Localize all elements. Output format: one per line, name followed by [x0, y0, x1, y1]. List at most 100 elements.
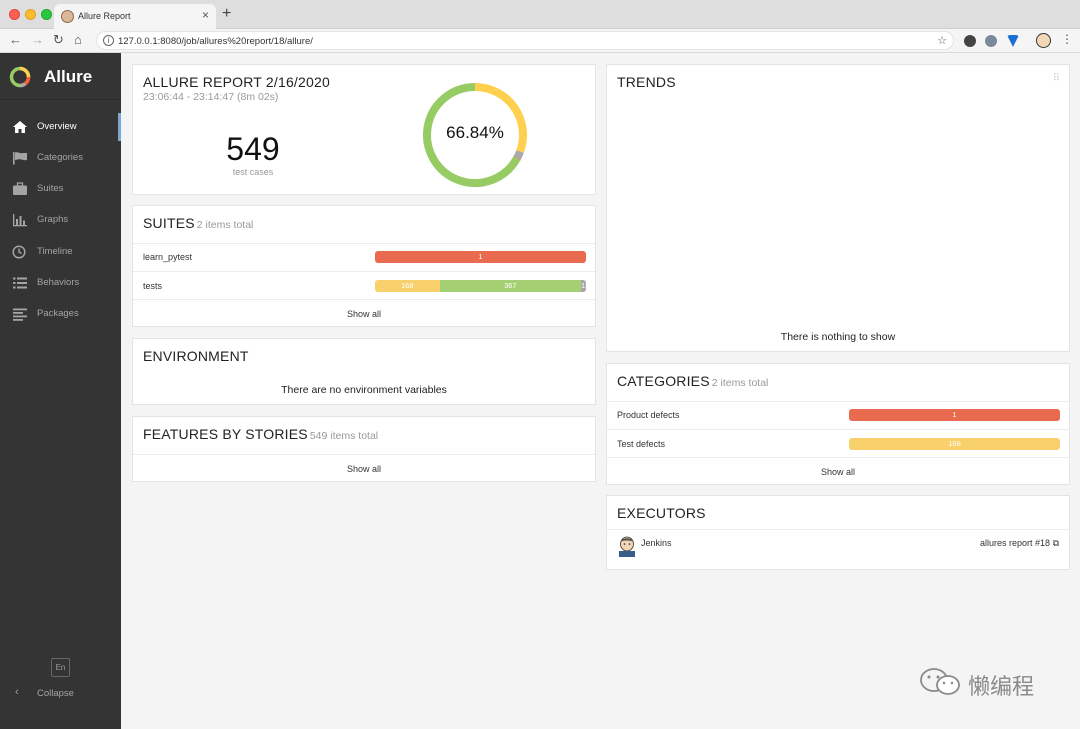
flag-icon	[13, 152, 27, 165]
donut-slice-broken[interactable]	[474, 83, 527, 153]
trend-empty-message: There is nothing to show	[780, 331, 896, 343]
drag-handle-icon[interactable]: ⠿	[1052, 73, 1060, 84]
category-status-bar[interactable]: 1	[849, 409, 1060, 421]
external-link-icon: ⧉	[1052, 538, 1059, 548]
suite-status-bar[interactable]: 16836713	[375, 280, 586, 292]
divider	[133, 243, 595, 244]
donut-slice-skipped[interactable]	[513, 150, 524, 160]
category-row-name[interactable]: Product defects	[617, 410, 680, 420]
bar-segment[interactable]: 367	[439, 280, 581, 292]
bar-segment[interactable]: 168	[375, 280, 440, 292]
suite-row-name[interactable]: learn_pytest	[143, 252, 193, 262]
briefcase-icon	[13, 182, 27, 195]
reload-icon[interactable]: ↻	[53, 32, 64, 47]
allure-logo-icon	[9, 66, 31, 88]
features-show-all-link[interactable]: Show all	[346, 464, 382, 474]
watermark: 懒编程	[918, 665, 1048, 700]
sidebar-item-label: Behaviors	[37, 277, 80, 288]
align-left-icon	[13, 308, 27, 321]
categories-subtitle: 2 items total	[711, 377, 769, 389]
url-text[interactable]: 127.0.0.1:8080/job/allures%20report/18/a…	[118, 36, 313, 47]
browser-toolbar: ← → ↻ ⌂ i 127.0.0.1:8080/job/allures%20r…	[0, 29, 1080, 53]
suites-subtitle: 2 items total	[196, 219, 254, 231]
star-icon[interactable]: ☆	[937, 35, 947, 47]
environment-title: ENVIRONMENT	[143, 348, 249, 364]
features-subtitle: 549 items total	[309, 430, 379, 442]
sidebar-item-suites[interactable]: Suites	[0, 175, 121, 203]
tab-title: Allure Report	[78, 11, 131, 21]
extension-icon[interactable]	[964, 35, 976, 47]
sidebar-item-label: Packages	[37, 308, 79, 319]
suite-status-bar[interactable]: 1	[375, 251, 586, 263]
main-content: ALLURE REPORT 2/16/2020 23:06:44 - 23:14…	[121, 53, 1080, 729]
categories-show-all-link[interactable]: Show all	[820, 467, 856, 477]
test-case-count: 549	[226, 131, 280, 167]
donut-slice-passed[interactable]	[423, 83, 521, 187]
watermark-text: 懒编程	[968, 675, 1035, 700]
divider	[133, 271, 595, 272]
status-donut-chart[interactable]	[419, 79, 531, 191]
brand-name: Allure	[44, 67, 93, 86]
vue-devtools-icon[interactable]	[1007, 35, 1019, 47]
divider	[607, 457, 1069, 458]
executors-title: EXECUTORS	[617, 505, 706, 521]
category-status-bar[interactable]: 168	[849, 438, 1060, 450]
wechat-logo-icon	[920, 668, 960, 695]
brand[interactable]: Allure	[0, 53, 121, 100]
collapse-button[interactable]: ‹ Collapse	[0, 683, 121, 703]
info-icon[interactable]: i	[103, 35, 114, 46]
trend-title: TRENDS	[617, 74, 676, 90]
trend-widget: TRENDS ⠿ There is nothing to show	[606, 64, 1070, 352]
divider	[607, 429, 1069, 430]
sidebar-item-timeline[interactable]: Timeline	[0, 238, 121, 266]
bar-chart-icon	[13, 214, 27, 227]
sidebar-item-label: Timeline	[37, 246, 73, 257]
language-button[interactable]: En	[51, 658, 70, 677]
executor-name: Jenkins	[641, 538, 672, 548]
suites-show-all-link[interactable]: Show all	[346, 309, 382, 319]
address-bar[interactable]: i 127.0.0.1:8080/job/allures%20report/18…	[96, 31, 954, 50]
sidebar-item-categories[interactable]: Categories	[0, 144, 121, 172]
arrow-right-icon[interactable]: →	[31, 32, 44, 47]
pass-percentage: 66.84%	[446, 123, 504, 142]
home-icon	[13, 121, 27, 133]
divider	[133, 454, 595, 455]
sidebar-item-behaviors[interactable]: Behaviors	[0, 269, 121, 297]
categories-title: CATEGORIES 2 items total	[617, 373, 769, 389]
features-widget: FEATURES BY STORIES 549 items total Show …	[132, 416, 596, 482]
features-title: FEATURES BY STORIES 549 items total	[143, 426, 379, 442]
sidebar-item-graphs[interactable]: Graphs	[0, 206, 121, 234]
sidebar-item-overview[interactable]: Overview	[0, 113, 121, 141]
environment-widget: ENVIRONMENT There are no environment var…	[132, 338, 596, 405]
close-tab-icon[interactable]: ×	[201, 8, 209, 22]
category-row-name[interactable]: Test defects	[617, 439, 666, 449]
sidebar-item-label: Graphs	[37, 214, 69, 225]
sidebar-item-label: Overview	[37, 121, 77, 132]
divider	[607, 401, 1069, 402]
maximize-window-button[interactable]	[41, 9, 52, 20]
more-menu-icon[interactable]: ⋮	[1061, 32, 1073, 46]
test-case-count-label: test cases	[232, 167, 274, 177]
bar-segment[interactable]: 168	[849, 438, 1060, 450]
home-icon[interactable]: ⌂	[74, 32, 82, 47]
categories-widget: CATEGORIES 2 items total Product defects …	[606, 363, 1070, 485]
new-tab-icon[interactable]: +	[222, 5, 232, 22]
suites-widget: SUITES 2 items total learn_pytest 1 tests…	[132, 205, 596, 327]
minimize-window-button[interactable]	[25, 9, 36, 20]
profile-avatar[interactable]	[1036, 33, 1051, 48]
report-time-range: 23:06:44 - 23:14:47 (8m 02s)	[143, 91, 279, 103]
arrow-left-icon[interactable]: ←	[9, 32, 22, 47]
executor-build-link[interactable]: allures report #18 ⧉	[980, 538, 1059, 548]
bar-segment[interactable]: 1	[375, 251, 586, 263]
report-title: ALLURE REPORT 2/16/2020	[143, 74, 330, 90]
close-window-button[interactable]	[9, 9, 20, 20]
divider	[133, 299, 595, 300]
suite-row-name[interactable]: tests	[143, 281, 163, 291]
sidebar-item-packages[interactable]: Packages	[0, 300, 121, 328]
bar-segment[interactable]: 13	[580, 280, 586, 292]
browser-tab[interactable]: Allure Report ×	[54, 4, 216, 29]
browser-titlebar: Allure Report × +	[0, 0, 1080, 29]
divider	[607, 529, 1069, 530]
bar-segment[interactable]: 1	[849, 409, 1060, 421]
extension-icon[interactable]	[985, 35, 997, 47]
